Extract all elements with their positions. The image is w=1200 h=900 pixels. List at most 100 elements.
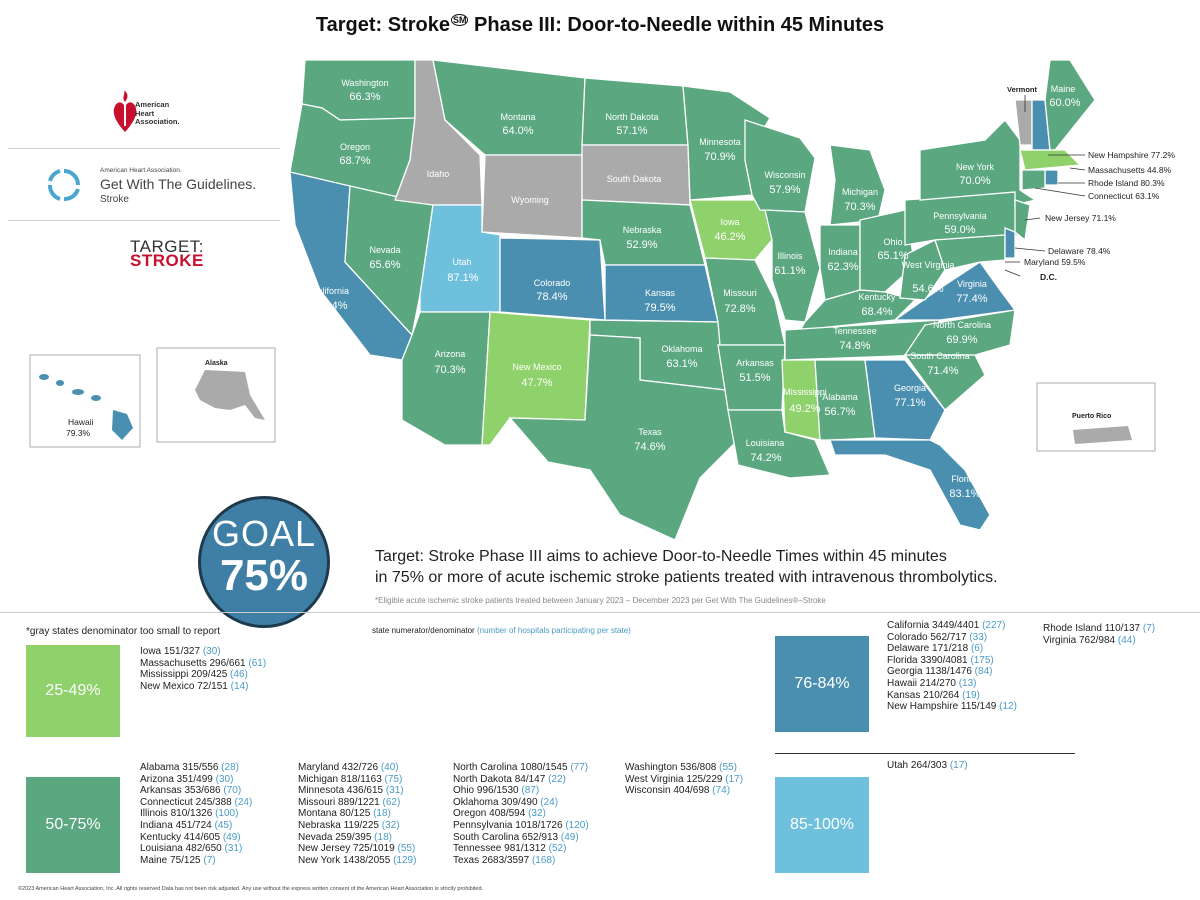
legend-entry-hospitals: (61)	[248, 657, 267, 669]
legend-entry: Kentucky 414/605 (49)	[140, 832, 252, 844]
us-map: Washington 66.3% Oregon 68.7% California…	[29, 59, 1175, 541]
legend-entry-value: Maryland 432/726	[298, 762, 381, 773]
legend-entry: Missouri 889/1221 (62)	[298, 797, 416, 809]
legend-entry: Arizona 351/499 (30)	[140, 774, 252, 786]
label-washington: Washington	[341, 78, 388, 88]
state-illinois	[764, 209, 821, 323]
legend-entry-hospitals: (46)	[230, 669, 248, 681]
legend-list-25-49: Iowa 151/327 (30) Massachusetts 296/661 (…	[140, 646, 266, 692]
label-oregon: Oregon	[340, 142, 370, 152]
pct-south-carolina: 71.4%	[927, 365, 958, 377]
legend-list-50-75-col4: Washington 536/808 (55) West Virginia 125…	[625, 762, 743, 797]
state-alaska	[195, 370, 265, 420]
pct-arizona: 70.3%	[434, 364, 465, 376]
page-title: Target: Stroke SM Phase III: Door-to-Need…	[315, 14, 885, 36]
callout-rhode-island: Rhode Island 80.3%	[1088, 178, 1165, 188]
callout-new-hampshire: New Hampshire 77.2%	[1088, 150, 1175, 160]
legend-entry: Texas 2683/3597 (168)	[453, 855, 589, 867]
pct-nebraska: 52.9%	[626, 239, 657, 251]
legend-entry-hospitals: (12)	[999, 701, 1017, 713]
legend-entry-value: Kentucky 414/605	[140, 831, 223, 843]
legend-entry-hospitals: (84)	[974, 666, 993, 678]
label-georgia: Georgia	[894, 383, 926, 393]
pct-illinois: 61.1%	[774, 265, 805, 277]
pct-new-mexico: 47.7%	[521, 377, 552, 389]
pct-georgia: 77.1%	[894, 397, 925, 409]
legend-entry-hospitals: (40)	[380, 762, 399, 773]
pct-minnesota: 70.9%	[704, 151, 735, 163]
label-new-york: New York	[956, 162, 995, 172]
pct-texas: 74.6%	[634, 441, 665, 453]
legend-entry-hospitals: (120)	[565, 819, 589, 831]
legend-entry: New Jersey 725/1019 (55)	[298, 843, 416, 855]
copyright: ©2023 American Heart Association, Inc. A…	[18, 886, 484, 892]
description-line-2: in 75% or more of acute ischemic stroke …	[375, 569, 998, 586]
legend-entry-value: New York 1438/2055	[298, 854, 394, 866]
callout-maryland: Maryland 59.5%	[1024, 257, 1086, 267]
legend-entry-value: Missouri 889/1221	[298, 796, 383, 808]
legend-entry-hospitals: (74)	[712, 785, 731, 797]
legend-entry-hospitals: (77)	[570, 762, 589, 773]
state-connecticut	[1021, 169, 1046, 191]
legend-entry-value: Montana 80/125	[298, 808, 374, 820]
legend-entry-value: Maine 75/125	[140, 854, 204, 866]
legend-entry-hospitals: (22)	[548, 773, 566, 785]
state-virginia	[892, 261, 1017, 321]
legend-entry: New Hampshire 115/149 (12)	[887, 701, 1017, 713]
legend-entry-value: Minnesota 436/615	[298, 785, 386, 797]
legend-entry: Delaware 171/218 (6)	[887, 643, 1017, 655]
legend-entry-hospitals: (7)	[1142, 623, 1156, 634]
state-massachusetts	[1019, 149, 1082, 171]
legend-entry-hospitals: (19)	[962, 689, 980, 701]
legend-box-85-100: 85-100%	[775, 777, 869, 873]
legend-entry-value: Massachusetts 296/661	[140, 657, 249, 669]
label-virginia: Virginia	[957, 279, 987, 289]
state-michigan	[829, 144, 886, 226]
legend-entry-hospitals: (45)	[214, 819, 233, 831]
legend-entry: Florida 3390/4081 (175)	[887, 655, 1017, 667]
callout-line-connecticut	[1034, 187, 1086, 197]
callout-new-jersey: New Jersey 71.1%	[1045, 213, 1116, 223]
pct-new-york: 70.0%	[959, 175, 990, 187]
legend-entry-value: North Dakota 84/147	[453, 773, 549, 785]
goal-badge: GOAL 75%	[198, 496, 330, 628]
label-utah: Utah	[452, 257, 471, 267]
label-nevada: Nevada	[369, 245, 400, 255]
label-puerto-rico: Puerto Rico	[1072, 413, 1111, 420]
goal-value: 75%	[219, 551, 309, 600]
legend-entry-hospitals: (75)	[384, 773, 403, 785]
legend-entry-hospitals: (100)	[215, 808, 239, 820]
legend-entry: Utah 264/303 (17)	[887, 760, 968, 772]
legend-entry-value: Florida 3390/4081	[887, 654, 971, 666]
legend-list-50-75-col1: Alabama 315/556 (28) Arizona 351/499 (30)…	[140, 762, 252, 866]
pct-iowa: 46.2%	[714, 231, 745, 243]
legend-entry: Nevada 259/395 (18)	[298, 832, 416, 844]
pct-north-dakota: 57.1%	[616, 125, 647, 137]
label-west-virginia: West Virginia	[902, 260, 955, 270]
target-stroke-logo-top: TARGET:	[130, 237, 205, 256]
legend-entry-value: New Mexico 72/151	[140, 680, 231, 692]
legend-entry-value: California 3449/4401	[887, 620, 983, 631]
legend-entry: Alabama 315/556 (28)	[140, 762, 252, 774]
legend-entry-value: Nebraska 119/225	[298, 819, 382, 831]
legend-entry-value: Georgia 1138/1476	[887, 666, 975, 678]
pct-alabama: 56.7%	[824, 406, 855, 418]
legend-entry-value: Indiana 451/724	[140, 819, 215, 831]
logo-divider	[8, 220, 280, 221]
legend-entry-hospitals: (17)	[725, 773, 744, 785]
legend-entry-value: Utah 264/303	[887, 760, 950, 771]
legend-entry-hospitals: (55)	[719, 762, 737, 773]
legend-entry-value: Mississippi 209/425	[140, 669, 231, 681]
callout-line-dc	[1004, 269, 1021, 277]
legend-list-76-84-col2: Rhode Island 110/137 (7) Virginia 762/984…	[1043, 623, 1155, 646]
legend-entry-hospitals: (30)	[202, 646, 221, 657]
goal-label: GOAL	[211, 513, 317, 554]
pct-mississippi: 49.2%	[789, 403, 820, 415]
label-north-carolina: North Carolina	[933, 320, 991, 330]
legend-entry-value: Louisiana 482/650	[140, 843, 225, 855]
legend-entry-value: Nevada 259/395	[298, 831, 375, 843]
legend-entry-hospitals: (28)	[221, 762, 239, 773]
legend-entry: North Carolina 1080/1545 (77)	[453, 762, 589, 774]
label-pennsylvania: Pennsylvania	[933, 211, 987, 221]
pct-montana: 64.0%	[502, 125, 533, 137]
